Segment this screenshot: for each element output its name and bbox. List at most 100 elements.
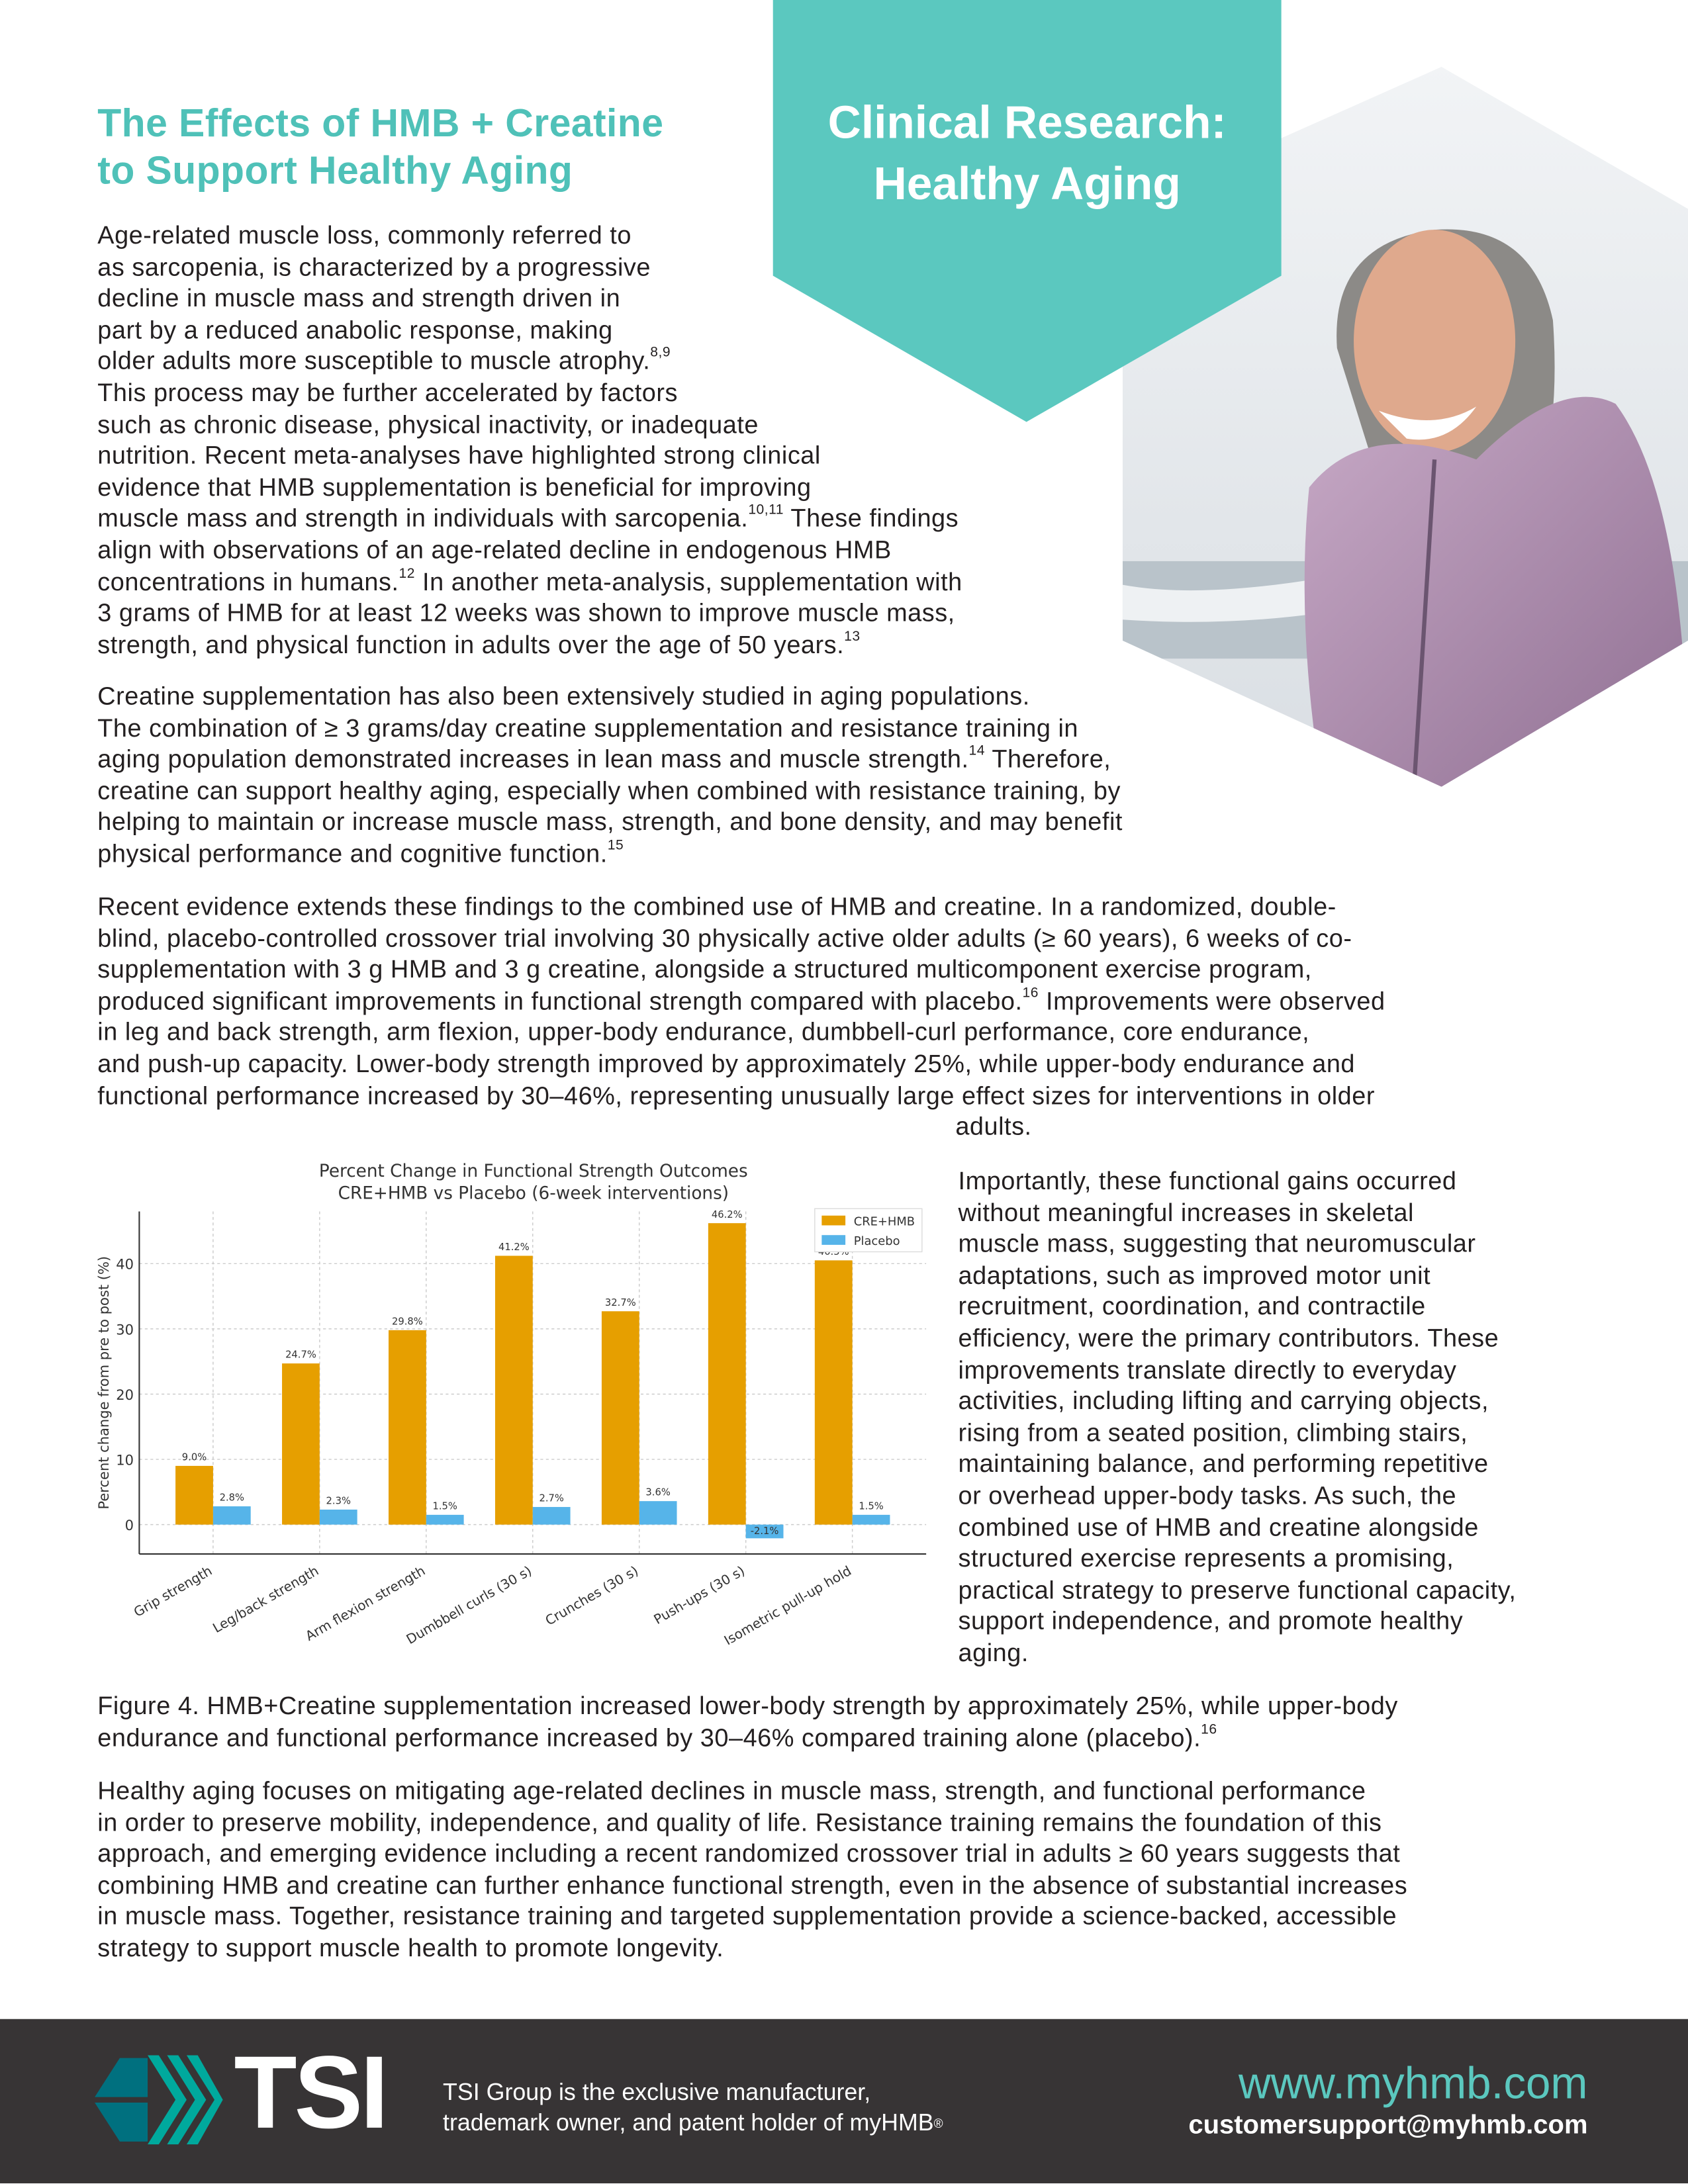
paragraph-creatine: Creatine supplementation has also been e… bbox=[97, 681, 1123, 870]
legend-label: CRE+HMB bbox=[854, 1214, 915, 1228]
page-title: The Effects of HMB + Creatine to Support… bbox=[97, 100, 663, 195]
data-label: 1.5% bbox=[433, 1500, 457, 1512]
data-label: 3.6% bbox=[645, 1487, 670, 1498]
text-line: in muscle mass. Together, resistance tra… bbox=[97, 1902, 1397, 1931]
text-line: functional performance increased by 30–4… bbox=[97, 1081, 1376, 1109]
bar-cre-hmb bbox=[282, 1363, 320, 1525]
bar-placebo bbox=[745, 1524, 784, 1539]
footer-tagline-line: trademark owner, and patent holder of my… bbox=[443, 2109, 934, 2136]
data-label: 9.0% bbox=[182, 1452, 207, 1463]
legend-swatch bbox=[821, 1215, 846, 1226]
x-tick-label: Crunches (30 s) bbox=[542, 1563, 641, 1629]
page-title-line: to Support Healthy Aging bbox=[97, 149, 573, 193]
paragraph-combined-evidence: Recent evidence extends these findings t… bbox=[97, 891, 1385, 1112]
bar-chart: Percent Change in Functional Strength Ou… bbox=[95, 1161, 927, 1649]
data-label: 41.2% bbox=[498, 1242, 530, 1253]
text-line: combined use of HMB and creatine alongsi… bbox=[958, 1513, 1479, 1541]
y-tick-label: 20 bbox=[116, 1387, 134, 1403]
text-line: concentrations in humans.12 In another m… bbox=[97, 566, 962, 596]
banner-title: Clinical Research: Healthy Aging bbox=[773, 92, 1282, 214]
data-label: 1.5% bbox=[859, 1500, 883, 1512]
banner-title-line: Clinical Research: bbox=[827, 96, 1227, 148]
text-line: such as chronic disease, physical inacti… bbox=[97, 410, 759, 438]
text-line: align with observations of an age-relate… bbox=[97, 535, 892, 564]
text-line: or overhead upper-body tasks. As such, t… bbox=[958, 1481, 1457, 1510]
legend-label: Placebo bbox=[854, 1234, 900, 1248]
text-line: Figure 4. HMB+Creatine supplementation i… bbox=[97, 1692, 1398, 1720]
bar-cre-hmb bbox=[494, 1255, 533, 1525]
text-line: improvements translate directly to every… bbox=[958, 1355, 1457, 1384]
paragraph-functional-gains: Importantly, these functional gains occu… bbox=[959, 1165, 1517, 1669]
text-line: endurance and functional performance inc… bbox=[97, 1721, 1217, 1751]
text-line: produced significant improvements in fun… bbox=[97, 985, 1385, 1015]
woman-photo bbox=[1122, 66, 1688, 787]
paragraph-conclusion: Healthy aging focuses on mitigating age-… bbox=[97, 1776, 1407, 1964]
text-line: decline in muscle mass and strength driv… bbox=[97, 284, 621, 312]
citation-superscript: 16 bbox=[1022, 985, 1039, 1001]
y-tick-label: 10 bbox=[116, 1451, 134, 1468]
text-line: older adults more susceptible to muscle … bbox=[97, 345, 671, 375]
text-line: creatine can support healthy aging, espe… bbox=[97, 776, 1121, 805]
text-line: muscle mass, suggesting that neuromuscul… bbox=[958, 1230, 1476, 1258]
tsi-logo-icon bbox=[95, 2055, 223, 2145]
citation-superscript: 10,11 bbox=[748, 503, 784, 519]
text-line: physical performance and cognitive funct… bbox=[97, 838, 624, 868]
text-line: maintaining balance, and performing repe… bbox=[958, 1449, 1489, 1479]
text-line: without meaningful increases in skeletal bbox=[958, 1198, 1414, 1226]
text-line: combining HMB and creatine can further e… bbox=[97, 1871, 1408, 1899]
data-label: 2.3% bbox=[326, 1496, 351, 1507]
citation-superscript: 12 bbox=[399, 566, 415, 582]
decorative-hexagons bbox=[773, 0, 1688, 787]
y-tick-label: 40 bbox=[116, 1256, 134, 1273]
paragraph-sarcopenia: Age-related muscle loss, commonly referr… bbox=[97, 220, 962, 660]
text-line: Creatine supplementation has also been e… bbox=[97, 682, 1030, 711]
text-line: recruitment, coordination, and contracti… bbox=[958, 1293, 1426, 1321]
text-line: rising from a seated position, climbing … bbox=[958, 1418, 1468, 1447]
figure-caption: Figure 4. HMB+Creatine supplementation i… bbox=[97, 1690, 1398, 1753]
text-line: structured exercise represents a promisi… bbox=[958, 1544, 1454, 1572]
website-link[interactable]: www.myhmb.com bbox=[1239, 2058, 1588, 2109]
text-line: Age-related muscle loss, commonly referr… bbox=[97, 221, 632, 250]
text-line: practical strategy to preserve functiona… bbox=[958, 1576, 1517, 1604]
text-line: The combination of ≥ 3 grams/day creatin… bbox=[97, 713, 1079, 742]
legend-swatch bbox=[821, 1235, 846, 1245]
data-label: 2.8% bbox=[220, 1492, 244, 1504]
text-line: part by a reduced anabolic response, mak… bbox=[97, 316, 613, 344]
citation-superscript: 15 bbox=[607, 838, 624, 854]
footer-tagline: TSI Group is the exclusive manufacturer,… bbox=[443, 2077, 943, 2139]
citation-superscript: 13 bbox=[844, 629, 861, 645]
text-line: support independence, and promote health… bbox=[958, 1607, 1464, 1635]
y-tick-label: 30 bbox=[116, 1321, 134, 1338]
text-line: evidence that HMB supplementation is ben… bbox=[97, 473, 812, 501]
bar-placebo bbox=[852, 1514, 890, 1525]
data-label: -2.1% bbox=[751, 1525, 779, 1537]
data-label: 32.7% bbox=[605, 1297, 636, 1308]
text-line: efficiency, were the primary contributor… bbox=[958, 1324, 1499, 1352]
text-line: strategy to support muscle health to pro… bbox=[97, 1934, 724, 1962]
text-line: Healthy aging focuses on mitigating age-… bbox=[97, 1776, 1366, 1805]
bar-placebo bbox=[639, 1501, 677, 1525]
text-line: blind, placebo-controlled crossover tria… bbox=[97, 924, 1352, 952]
text-line: aging population demonstrated increases … bbox=[97, 743, 1111, 774]
text-line: strength, and physical function in adult… bbox=[97, 629, 861, 659]
paragraph-combined-evidence-tail: adults. bbox=[955, 1113, 1032, 1141]
text-line: and push-up capacity. Lower-body strengt… bbox=[97, 1050, 1356, 1078]
footer-tagline-line: TSI Group is the exclusive manufacturer, bbox=[443, 2079, 871, 2106]
text-line: in leg and back strength, arm flexion, u… bbox=[97, 1018, 1310, 1046]
text-line: activities, including lifting and carryi… bbox=[958, 1387, 1489, 1415]
citation-superscript: 14 bbox=[968, 743, 985, 760]
x-tick-label: Leg/back strength bbox=[210, 1563, 321, 1636]
y-tick-label: 0 bbox=[125, 1517, 134, 1533]
bar-cre-hmb bbox=[708, 1223, 746, 1525]
chart-subtitle: CRE+HMB vs Placebo (6-week interventions… bbox=[338, 1184, 729, 1204]
email-link[interactable]: customersupport@myhmb.com bbox=[1188, 2111, 1588, 2140]
footer bbox=[0, 2019, 1688, 2184]
text-line: muscle mass and strength in individuals … bbox=[97, 503, 959, 533]
bar-placebo bbox=[319, 1509, 357, 1525]
data-label: 24.7% bbox=[285, 1349, 316, 1361]
tsi-logo-text: TSI bbox=[234, 2034, 389, 2150]
bar-placebo bbox=[212, 1506, 251, 1525]
text-line: Recent evidence extends these findings t… bbox=[97, 892, 1336, 921]
text-line: adaptations, such as improved motor unit bbox=[958, 1261, 1431, 1289]
